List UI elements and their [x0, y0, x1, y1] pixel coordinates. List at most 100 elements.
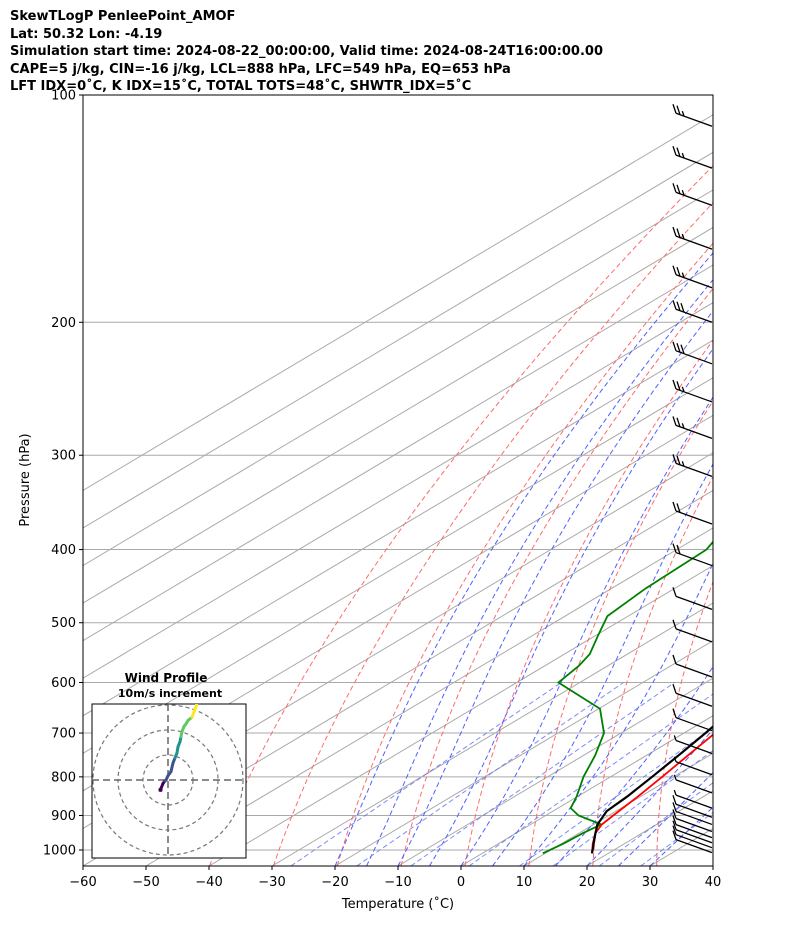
wind-barb	[672, 830, 713, 854]
barb-flag	[672, 104, 677, 114]
barb-shaft	[675, 388, 713, 403]
barb-flag	[672, 825, 677, 835]
barb-flag	[672, 684, 677, 694]
barb-flag	[681, 233, 685, 240]
barb-shaft	[675, 112, 713, 127]
indices-line-1: CAPE=5 j/kg, CIN=-16 j/kg, LCL=888 hPa, …	[10, 61, 511, 77]
dry-adiabat	[656, 580, 713, 866]
barb-shaft	[675, 595, 713, 610]
barb-flag	[672, 454, 677, 464]
dry-adiabat	[528, 400, 713, 866]
barb-shaft	[675, 628, 713, 643]
wind-barb	[673, 789, 713, 809]
mixing-ratio-line	[598, 782, 713, 866]
barb-flag	[681, 190, 685, 196]
wind-barb	[672, 802, 713, 826]
barb-shaft	[675, 510, 713, 525]
x-tick-label: 10	[516, 875, 533, 890]
isotherm	[145, 527, 713, 866]
isotherm	[208, 564, 713, 866]
moist-adiabat	[492, 463, 713, 866]
mixing-ratio-line	[519, 726, 713, 866]
dry-adiabat	[272, 201, 713, 866]
isotherm	[83, 114, 713, 491]
barb-shaft	[675, 663, 713, 678]
barb-shaft	[675, 274, 713, 289]
mixing-ratio-line	[290, 682, 562, 866]
barb-flag	[676, 184, 681, 194]
y-tick-label: 300	[51, 449, 76, 464]
y-tick-label: 200	[51, 316, 76, 331]
wind-barb	[672, 145, 713, 169]
inset-title: Wind Profile	[125, 671, 208, 685]
barb-flag	[672, 619, 677, 630]
x-tick-label: −20	[321, 875, 348, 890]
barb-flag	[680, 344, 685, 354]
x-tick-label: 30	[642, 875, 659, 890]
barb-flag	[672, 830, 677, 840]
barb-flag	[672, 300, 677, 310]
dry-adiabat	[400, 287, 713, 866]
wind-barb	[673, 756, 713, 776]
barb-flag	[681, 423, 685, 429]
x-tick-label: −50	[132, 875, 159, 890]
location-line: Lat: 50.32 Lon: -4.19	[10, 26, 163, 42]
indices-line-2: LFT IDX=0˚C, K IDX=15˚C, TOTAL TOTS=48˚C…	[10, 79, 472, 95]
wind-barb	[672, 587, 713, 610]
isotherm	[271, 602, 713, 866]
moist-adiabat	[334, 252, 713, 866]
wind-barb	[672, 708, 713, 732]
barb-flag	[681, 386, 685, 393]
barb-flag	[672, 654, 677, 665]
barb-flag	[672, 265, 677, 275]
dry-adiabat	[592, 475, 713, 866]
y-axis: 100 200 300 400 500 600 700 800 900 1000	[43, 89, 83, 859]
moist-adiabat	[586, 728, 713, 866]
barb-shaft	[675, 235, 713, 250]
moist-adiabat	[397, 310, 713, 866]
x-tick-label: 40	[705, 875, 722, 890]
barb-flag	[672, 795, 677, 805]
x-axis: −60 −50 −40 −30 −20 −10 0 10 20 30 40	[69, 866, 721, 890]
isotherm	[83, 151, 713, 529]
temperature-line	[591, 733, 713, 854]
barb-flag	[672, 708, 677, 718]
barb-shaft	[675, 824, 713, 839]
barb-shaft	[675, 794, 713, 809]
y-tick-label: 500	[51, 616, 76, 631]
x-tick-label: −10	[384, 875, 411, 890]
wind-barb	[672, 454, 713, 478]
hodograph-segment	[194, 704, 199, 709]
barb-shaft	[675, 692, 713, 707]
wind-barb	[672, 379, 713, 403]
barb-shaft	[675, 350, 713, 365]
barb-flag	[672, 226, 677, 237]
barb-shaft	[675, 739, 713, 755]
isotherm	[83, 339, 713, 717]
barb-flag	[673, 756, 677, 762]
wind-barb	[672, 654, 713, 678]
wind-barb	[672, 795, 713, 818]
barb-shaft	[675, 839, 713, 854]
barb-flag	[672, 183, 677, 193]
x-tick-label: −40	[195, 875, 222, 890]
barb-shaft	[675, 717, 713, 732]
barb-shaft	[675, 810, 713, 826]
barb-flag	[676, 105, 681, 115]
barb-flag	[672, 587, 677, 597]
wind-barb	[672, 684, 713, 707]
wind-barb	[672, 226, 713, 250]
wind-barb	[672, 265, 713, 289]
y-tick-label: 100	[51, 89, 76, 104]
moist-adiabat	[366, 279, 713, 866]
wind-barb	[672, 809, 713, 833]
barb-flag	[676, 343, 681, 353]
y-tick-label: 400	[51, 543, 76, 558]
chart-title-block: SkewTLogP PenleePoint_AMOF Lat: 50.32 Lo…	[10, 8, 603, 96]
wind-barb	[672, 820, 713, 844]
wind-barb	[672, 416, 713, 440]
x-tick-label: 20	[579, 875, 596, 890]
dry-adiabat	[336, 242, 713, 866]
wind-barb	[672, 815, 713, 839]
